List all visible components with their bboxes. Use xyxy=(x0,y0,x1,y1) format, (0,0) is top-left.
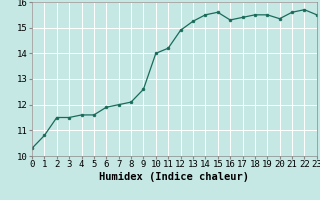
X-axis label: Humidex (Indice chaleur): Humidex (Indice chaleur) xyxy=(100,172,249,182)
